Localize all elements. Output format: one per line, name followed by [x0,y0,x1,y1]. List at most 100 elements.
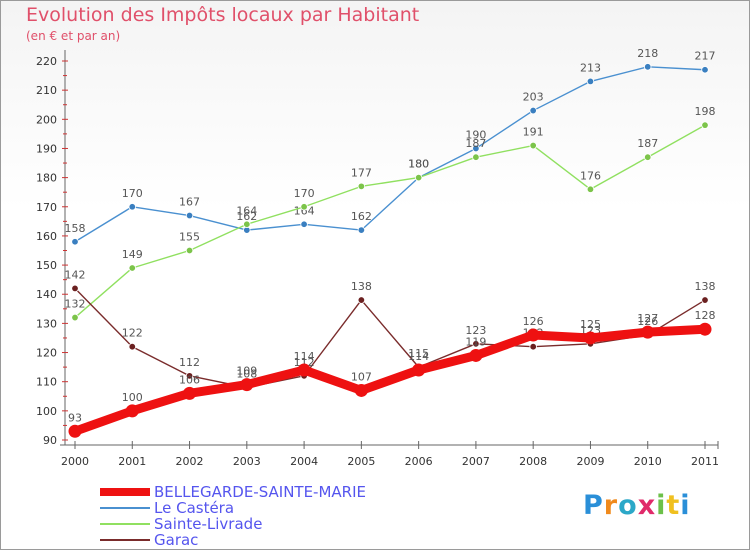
data-point [701,121,709,129]
data-label: 190 [465,128,486,141]
y-tick-label: 190 [36,142,57,155]
legend-label: Sainte-Livrade [154,515,263,533]
x-tick-label: 2009 [576,455,604,468]
data-label: 158 [65,222,86,235]
y-tick-label: 120 [36,347,57,360]
data-point [586,185,595,193]
data-label: 106 [179,373,200,386]
x-tick-label: 2010 [634,455,662,468]
data-label: 112 [294,356,315,369]
logo-letter: i [656,490,667,521]
y-tick-label: 220 [36,55,57,68]
data-point [357,182,366,191]
data-label: 126 [637,315,658,328]
x-tick-label: 2002 [176,455,204,468]
data-point [357,296,366,304]
data-point [472,340,480,348]
data-label: 122 [122,327,143,340]
x-tick-label: 2001 [118,455,146,468]
data-label: 119 [465,335,486,348]
legend-swatch [100,488,150,496]
data-label: 100 [122,391,143,404]
data-point [300,220,308,228]
data-label: 180 [408,158,429,171]
data-label: 142 [65,268,86,281]
legend-label: Garac [154,531,199,549]
data-point [240,378,254,392]
data-label: 167 [179,196,200,209]
y-tick-label: 110 [36,376,57,389]
data-label: 203 [523,91,544,104]
data-point [71,313,79,322]
data-point [526,328,540,342]
proxiti-logo: Proxiti [583,490,691,521]
data-label: 109 [236,365,257,378]
data-label: 115 [408,347,429,360]
y-tick-label: 200 [36,113,57,126]
data-point [701,296,709,304]
legend-label: Le Castéra [154,499,235,517]
data-label: 217 [695,50,716,63]
logo-letter: x [637,490,657,521]
data-point [128,203,136,211]
y-tick-label: 150 [36,259,57,272]
data-label: 164 [294,204,315,217]
y-tick-label: 180 [36,172,57,185]
data-point [472,144,480,153]
x-tick-label: 2008 [519,455,547,468]
data-point [701,66,709,74]
data-label: 128 [695,309,716,322]
data-label: 93 [68,411,82,424]
data-point [243,220,251,228]
data-point [469,348,483,362]
data-point [71,238,79,246]
data-point [185,211,194,220]
logo-letter: o [618,490,638,521]
y-tick-label: 140 [36,288,57,301]
data-point [125,404,139,418]
chart-subtitle: (en € et par an) [26,29,121,43]
data-point [128,343,136,351]
logo-letter: t [666,490,681,521]
legend-label: BELLEGARDE-SAINTE-MARIE [154,483,366,501]
x-tick-label: 2005 [347,455,375,468]
x-tick-label: 2011 [691,455,719,468]
data-point [185,246,194,255]
data-label: 180 [408,158,429,171]
data-label: 127 [637,312,658,325]
y-tick-label: 210 [36,84,57,97]
data-label: 114 [408,350,429,363]
y-tick-label: 90 [43,434,57,447]
series-line [74,287,706,389]
data-point [297,363,311,377]
data-point [71,284,79,293]
data-label: 108 [236,368,257,381]
logo-letter: i [680,490,691,521]
data-label: 187 [465,137,486,150]
x-tick-label: 2006 [405,455,433,468]
data-label: 164 [236,204,257,217]
data-label: 177 [351,166,372,179]
data-label: 107 [351,370,372,383]
data-point [300,203,308,211]
data-point [414,173,423,182]
logo-letter: r [603,490,619,521]
data-label: 114 [294,350,315,363]
data-point [586,77,595,86]
data-label: 191 [523,126,544,139]
y-tick-label: 170 [36,201,57,214]
data-point [128,264,136,272]
data-point [641,325,655,339]
x-tick-label: 2007 [462,455,490,468]
data-point [583,331,597,345]
series-line [74,66,706,243]
data-label: 170 [122,187,143,200]
data-point [357,226,366,234]
data-label: 149 [122,248,143,261]
data-label: 138 [695,280,716,293]
x-tick-label: 2004 [290,455,318,468]
x-tick-label: 2000 [61,455,89,468]
series-line [74,124,706,319]
data-point [354,383,368,397]
data-point [529,141,537,150]
